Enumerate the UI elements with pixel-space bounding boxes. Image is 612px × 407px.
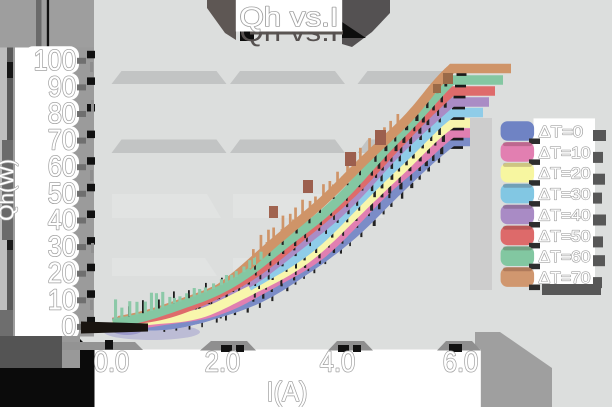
- svg-text:90: 90: [48, 71, 76, 103]
- svg-text:100: 100: [34, 45, 77, 77]
- svg-text:0: 0: [62, 311, 77, 343]
- svg-text:70: 70: [48, 125, 76, 157]
- svg-text:ΔT=0: ΔT=0: [539, 124, 584, 141]
- svg-text:ΔT=10: ΔT=10: [539, 145, 591, 162]
- svg-text:40: 40: [48, 205, 76, 237]
- svg-text:ΔT=30: ΔT=30: [539, 187, 591, 204]
- svg-text:10: 10: [48, 284, 76, 316]
- svg-text:I(A): I(A): [267, 376, 308, 407]
- svg-text:60: 60: [48, 151, 76, 183]
- svg-text:ΔT=20: ΔT=20: [539, 166, 591, 183]
- svg-text:ΔT=70: ΔT=70: [539, 270, 591, 287]
- svg-text:0.0: 0.0: [94, 347, 130, 379]
- svg-text:ΔT=40: ΔT=40: [539, 208, 591, 225]
- svg-text:Qh vs.I: Qh vs.I: [240, 2, 339, 32]
- svg-text:ΔT=50: ΔT=50: [539, 228, 591, 245]
- svg-text:50: 50: [48, 178, 76, 210]
- svg-text:Qh(W): Qh(W): [0, 159, 19, 221]
- svg-text:6.0: 6.0: [443, 347, 479, 379]
- svg-text:30: 30: [48, 231, 76, 263]
- svg-text:20: 20: [48, 258, 76, 290]
- svg-text:4.0: 4.0: [320, 347, 356, 379]
- svg-text:80: 80: [48, 98, 76, 130]
- svg-text:ΔT=60: ΔT=60: [539, 249, 591, 266]
- svg-text:2.0: 2.0: [205, 347, 241, 379]
